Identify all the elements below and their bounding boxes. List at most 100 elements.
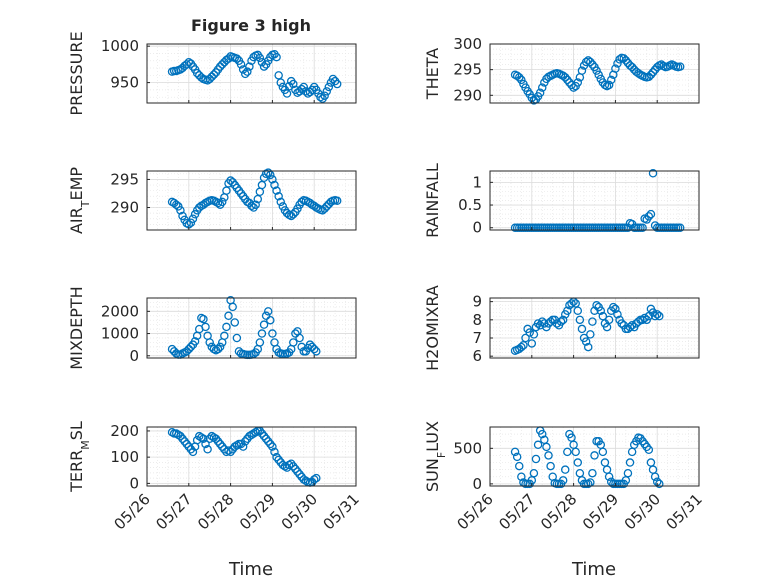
data-point bbox=[190, 337, 200, 346]
data-point bbox=[531, 454, 541, 464]
data-point bbox=[305, 340, 315, 349]
data-point bbox=[563, 447, 572, 457]
figure-title: Figure 3 high bbox=[191, 16, 311, 35]
data-point bbox=[259, 320, 269, 329]
data-point bbox=[226, 176, 235, 185]
y-axis-label: TERRMSL bbox=[67, 421, 92, 493]
data-point bbox=[517, 342, 526, 352]
x-tick-label: 05/27 bbox=[152, 490, 195, 533]
y-tick-label: 950 bbox=[110, 74, 139, 92]
data-point bbox=[261, 434, 271, 444]
data-point bbox=[182, 347, 191, 356]
data-point bbox=[596, 306, 606, 315]
data-point bbox=[552, 319, 562, 328]
data-point bbox=[284, 81, 294, 91]
data-point bbox=[176, 431, 185, 441]
data-point bbox=[307, 342, 317, 352]
data-point bbox=[615, 55, 624, 64]
data-point bbox=[226, 447, 235, 457]
data-point bbox=[312, 473, 321, 483]
y-tick-label: 295 bbox=[453, 61, 482, 79]
data-point bbox=[586, 57, 595, 67]
data-point bbox=[259, 62, 269, 71]
data-point bbox=[573, 458, 583, 467]
data-point bbox=[533, 440, 543, 450]
data-point bbox=[249, 52, 258, 62]
data-point bbox=[613, 59, 622, 68]
axes-box bbox=[146, 297, 357, 359]
data-point bbox=[606, 75, 616, 85]
y-tick-label: 1 bbox=[472, 173, 482, 191]
data-point bbox=[613, 310, 622, 319]
data-point bbox=[220, 331, 229, 341]
data-point bbox=[205, 434, 214, 444]
data-point bbox=[542, 442, 551, 452]
data-point bbox=[623, 468, 633, 478]
data-point bbox=[192, 68, 202, 78]
data-point bbox=[213, 437, 223, 446]
theta-panel: 290 295 300 THETA bbox=[423, 35, 700, 105]
data-point bbox=[295, 87, 304, 96]
data-point bbox=[621, 56, 631, 65]
data-point bbox=[301, 476, 311, 486]
y-axis-label: H2OMIXRA bbox=[423, 285, 442, 371]
data-point bbox=[627, 62, 637, 72]
axes-box bbox=[489, 170, 700, 231]
data-point bbox=[305, 198, 315, 208]
y-tick-label: 0 bbox=[472, 475, 482, 493]
data-point bbox=[567, 299, 576, 308]
data-point bbox=[301, 87, 311, 96]
data-point bbox=[644, 445, 654, 454]
data-point bbox=[594, 70, 603, 80]
data-point bbox=[247, 201, 256, 211]
data-point bbox=[224, 54, 233, 63]
data-point bbox=[207, 72, 217, 82]
data-point bbox=[563, 306, 572, 315]
data-point bbox=[224, 446, 233, 455]
data-point bbox=[172, 429, 181, 438]
data-point bbox=[515, 73, 524, 82]
data-point bbox=[184, 442, 194, 451]
data-point bbox=[571, 447, 580, 457]
data-point bbox=[644, 72, 654, 82]
data-point bbox=[257, 329, 267, 338]
data-point bbox=[569, 83, 578, 92]
data-point bbox=[240, 437, 250, 446]
data-point bbox=[289, 210, 298, 219]
data-point bbox=[201, 439, 210, 449]
x-tick-label: 05/26 bbox=[111, 490, 154, 533]
data-point bbox=[297, 342, 306, 352]
x-tick-label: 05/27 bbox=[495, 490, 538, 533]
data-point bbox=[655, 311, 664, 321]
data-point bbox=[652, 62, 662, 72]
data-point bbox=[274, 455, 283, 465]
data-point bbox=[611, 64, 620, 73]
y-tick-label: 1000 bbox=[101, 37, 139, 55]
data-point bbox=[184, 57, 194, 67]
data-point bbox=[299, 82, 308, 92]
data-point bbox=[257, 429, 267, 438]
data-point bbox=[592, 301, 601, 310]
y-tick-label: 0 bbox=[129, 347, 139, 365]
data-point bbox=[236, 60, 246, 69]
x-tick-label: 05/30 bbox=[278, 490, 321, 533]
data-point bbox=[577, 66, 587, 75]
axes-box bbox=[489, 426, 700, 487]
data-point bbox=[284, 460, 294, 470]
data-point bbox=[297, 197, 306, 207]
data-point bbox=[289, 462, 298, 471]
data-point bbox=[286, 459, 296, 468]
axes-box bbox=[146, 426, 357, 487]
pressure-panel: 950 1000 PRESSURE bbox=[67, 31, 357, 116]
data-point bbox=[538, 429, 547, 439]
data-point bbox=[577, 324, 587, 334]
y-axis-label: SUNFLUX bbox=[423, 421, 448, 492]
data-point bbox=[535, 88, 545, 97]
data-point bbox=[652, 310, 662, 319]
data-point bbox=[638, 223, 647, 232]
data-point bbox=[224, 311, 233, 321]
data-point bbox=[263, 307, 273, 316]
data-point bbox=[527, 339, 537, 348]
data-point bbox=[272, 186, 281, 195]
data-point bbox=[604, 472, 614, 482]
